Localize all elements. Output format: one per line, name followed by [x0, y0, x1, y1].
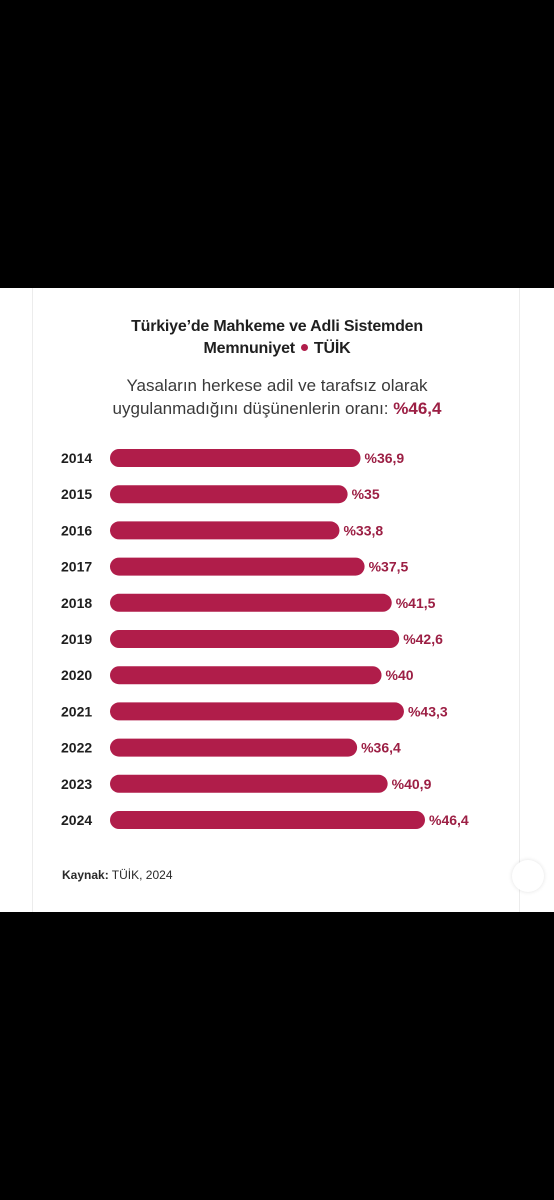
title-dot-icon: [300, 344, 308, 352]
year-label: 2022: [61, 740, 92, 756]
value-label: %46,4: [429, 812, 469, 828]
value-label: %40: [386, 667, 414, 683]
value-label: %36,9: [365, 450, 405, 466]
chart-title-source: TÜİK: [313, 340, 351, 357]
bar-2019: [110, 630, 400, 648]
chart-subtitle-highlight: %46,4: [393, 399, 442, 418]
year-label: 2017: [61, 559, 92, 575]
bar-2014: [110, 449, 361, 467]
chart-title-line2: Memnuniyet TÜİK: [0, 340, 554, 358]
bar-2017: [110, 557, 365, 576]
value-label: %43,3: [408, 703, 448, 719]
chart-subtitle-text: uygulanmadığını düşünenlerin oranı:: [112, 399, 389, 418]
value-label: %33,8: [343, 522, 383, 538]
chart-subtitle-line2: uygulanmadığını düşünenlerin oranı: %46,…: [0, 399, 554, 419]
bar-2024: [110, 811, 425, 829]
value-label: %41,5: [396, 595, 436, 611]
source-note: Kaynak: TÜİK, 2024: [62, 868, 173, 882]
value-label: %37,5: [369, 559, 409, 575]
year-label: 2021: [61, 703, 92, 719]
chart-card: Türkiye’de Mahkeme ve Adli Sistemden Mem…: [0, 288, 554, 912]
year-label: 2014: [61, 450, 92, 466]
bar-2016: [110, 521, 340, 540]
year-label: 2023: [61, 776, 92, 792]
value-label: %36,4: [361, 740, 401, 756]
floating-bubble[interactable]: [512, 860, 544, 892]
bar-2022: [110, 738, 358, 757]
year-label: 2015: [61, 486, 92, 502]
value-label: %35: [352, 486, 380, 502]
year-label: 2018: [61, 595, 92, 611]
chart-subtitle-line1: Yasaların herkese adil ve tarafsız olara…: [126, 376, 428, 395]
year-label: 2016: [61, 522, 92, 538]
chart-title-text: Memnuniyet: [203, 340, 296, 357]
value-label: %40,9: [392, 776, 432, 792]
source-value: TÜİK, 2024: [108, 868, 173, 882]
card-frame: [32, 288, 520, 912]
bar-2015: [110, 485, 348, 504]
year-label: 2020: [61, 667, 92, 683]
bar-2021: [110, 702, 404, 721]
bar-2020: [110, 666, 382, 685]
bar-chart: 2014 %36,9 2015 %35 2016 %33,8 2017 %37,5 2018 %4…: [61, 449, 469, 829]
year-label: 2019: [61, 631, 92, 647]
year-label: 2024: [61, 812, 92, 828]
bar-2018: [110, 593, 392, 612]
value-label: %42,6: [403, 631, 443, 647]
source-label: Kaynak:: [62, 868, 109, 882]
chart-title-line1: Türkiye’de Mahkeme ve Adli Sistemden: [131, 318, 423, 335]
bar-2023: [110, 774, 388, 793]
